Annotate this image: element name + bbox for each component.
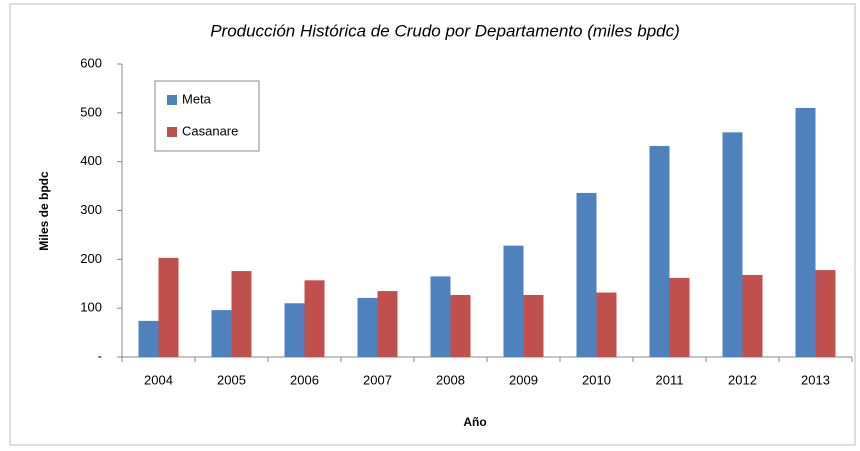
bar — [742, 274, 763, 357]
x-axis-title: Año — [463, 415, 486, 429]
y-tick-label: 500 — [80, 104, 102, 119]
bar — [357, 297, 378, 357]
legend-label: Meta — [182, 91, 212, 106]
bar — [576, 192, 597, 357]
bar — [138, 320, 159, 357]
y-tick-label: - — [98, 348, 102, 363]
bar — [231, 271, 252, 357]
x-tick-label: 2012 — [728, 372, 757, 387]
bar — [503, 245, 524, 357]
bar — [649, 146, 670, 357]
x-tick-label: 2007 — [363, 372, 392, 387]
y-tick-label: 400 — [80, 153, 102, 168]
x-tick-label: 2009 — [509, 372, 538, 387]
x-tick-label: 2006 — [290, 372, 319, 387]
x-tick-label: 2010 — [582, 372, 611, 387]
bar — [722, 132, 743, 357]
legend-swatch — [167, 95, 177, 105]
bar — [669, 277, 690, 357]
bar — [304, 280, 325, 357]
y-tick-label: 300 — [80, 202, 102, 217]
chart-title: Producción Histórica de Crudo por Depart… — [210, 21, 680, 40]
bar — [211, 310, 232, 357]
bar — [450, 294, 471, 357]
bar — [523, 294, 544, 357]
y-tick-label: 200 — [80, 251, 102, 266]
x-tick-label: 2008 — [436, 372, 465, 387]
y-tick-label: 100 — [80, 300, 102, 315]
x-tick-label: 2004 — [144, 372, 173, 387]
x-tick-label: 2005 — [217, 372, 246, 387]
bar — [377, 291, 398, 357]
y-axis-title: Miles de bpdc — [37, 171, 51, 251]
bar — [795, 107, 816, 357]
y-tick-label: 600 — [80, 55, 102, 70]
bar — [158, 257, 179, 357]
x-tick-label: 2013 — [801, 372, 830, 387]
bar — [430, 276, 451, 357]
legend-swatch — [167, 127, 177, 137]
legend-box — [154, 80, 260, 152]
bar — [815, 270, 836, 357]
x-tick-label: 2011 — [656, 372, 684, 387]
legend-label: Casanare — [182, 123, 238, 138]
bar — [284, 303, 305, 357]
bar — [596, 292, 617, 357]
chart-frame — [9, 3, 856, 446]
